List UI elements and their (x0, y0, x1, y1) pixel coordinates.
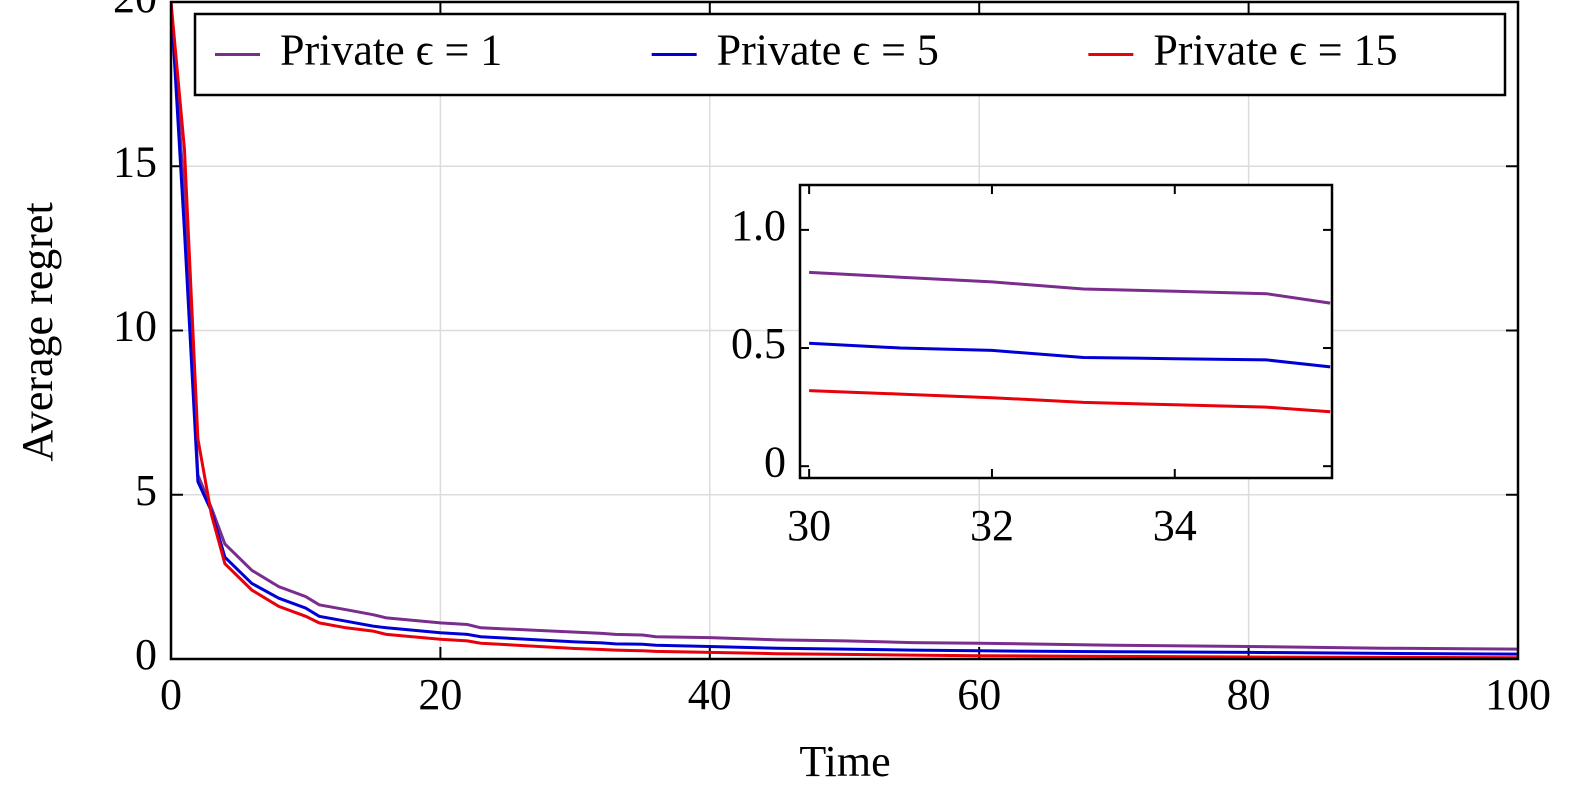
plot-frame (169, 0, 1520, 661)
y-tick-label: 0 (135, 630, 157, 679)
y-tick-label: 20 (113, 0, 157, 22)
y-tick-label: 0 (764, 437, 786, 486)
x-tick-label: 100 (1485, 670, 1551, 719)
legend-box (193, 12, 1507, 97)
series-line (809, 389, 1331, 414)
y-tick-label: 1.0 (731, 201, 786, 250)
legend-label: Private ϵ = 1 (280, 26, 502, 75)
y-tick-label: 0.5 (731, 319, 786, 368)
x-tick-label: 20 (418, 670, 462, 719)
series-line (171, 2, 1518, 651)
series-line (171, 2, 1518, 659)
plot-area (800, 185, 1332, 478)
x-tick-label: 40 (688, 670, 732, 719)
series-line (809, 270, 1331, 305)
y-tick-label: 15 (113, 137, 157, 186)
legend-label: Private ϵ = 5 (717, 26, 939, 75)
y-tick-label: 5 (135, 466, 157, 515)
y-axis-label: Average regret (13, 202, 62, 461)
x-tick-label: 34 (1153, 501, 1197, 550)
x-axis-label: Time (799, 737, 890, 786)
x-tick-label: 80 (1227, 670, 1271, 719)
y-tick-label: 10 (113, 302, 157, 351)
x-tick-label: 60 (957, 670, 1001, 719)
x-tick-label: 32 (970, 501, 1014, 550)
series-line (171, 2, 1518, 656)
plot-frame (798, 183, 1334, 480)
series-line (809, 341, 1331, 369)
legend-label: Private ϵ = 15 (1153, 26, 1397, 75)
x-tick-label: 0 (160, 670, 182, 719)
x-tick-label: 30 (787, 501, 831, 550)
